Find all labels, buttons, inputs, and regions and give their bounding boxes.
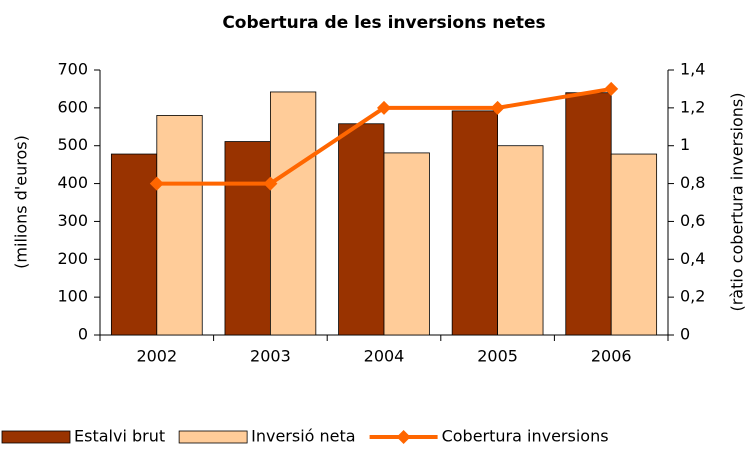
- y-tick-label: 200: [57, 249, 88, 268]
- y-tick-label: 700: [57, 60, 88, 79]
- y2-tick-label: 1,2: [680, 97, 705, 116]
- y2-tick-label: 0,8: [680, 173, 705, 192]
- bar: [451, 110, 499, 336]
- y2-tick-label: 0,2: [680, 287, 705, 306]
- x-tick-label: 2006: [591, 347, 632, 366]
- legend-label: Estalvi brut: [74, 427, 165, 446]
- y-tick-label: 0: [78, 325, 88, 344]
- bar: [565, 92, 612, 336]
- legend-label: Inversió neta: [251, 427, 355, 446]
- y-tick-label: 500: [57, 135, 88, 154]
- y-axis-label: (milions d'euros): [12, 135, 31, 269]
- legend-swatch: [178, 430, 248, 444]
- x-tick-label: 2003: [250, 347, 291, 366]
- marker: [490, 100, 505, 115]
- marker: [604, 81, 619, 96]
- bar: [610, 153, 658, 336]
- y2-tick-label: 1: [680, 135, 690, 154]
- y2-tick-label: 1,4: [680, 60, 705, 79]
- marker: [263, 176, 278, 191]
- legend-label: Cobertura inversions: [442, 427, 609, 446]
- legend-swatch: [1, 430, 71, 444]
- bar: [110, 153, 158, 336]
- bar: [383, 152, 430, 336]
- y-tick-label: 400: [57, 173, 88, 192]
- bar: [156, 115, 203, 336]
- marker: [149, 176, 164, 191]
- bar: [224, 141, 271, 336]
- legend-marker: [396, 430, 411, 444]
- y2-axis-label: (ràtio cobertura inversions): [728, 92, 747, 311]
- y2-tick-label: 0: [680, 325, 690, 344]
- y-tick-label: 300: [57, 211, 88, 230]
- y-tick-label: 600: [57, 97, 88, 116]
- marker: [377, 100, 391, 115]
- y2-tick-label: 0,4: [680, 249, 705, 268]
- bar: [497, 145, 544, 336]
- x-tick-label: 2004: [364, 347, 405, 366]
- bar: [269, 91, 317, 336]
- y-tick-label: 100: [57, 287, 88, 306]
- y2-tick-label: 0,6: [680, 211, 705, 230]
- chart-title: Cobertura de les inversions netes: [222, 13, 545, 33]
- x-tick-label: 2002: [136, 347, 177, 366]
- x-tick-label: 2005: [477, 347, 518, 366]
- bar: [338, 123, 385, 336]
